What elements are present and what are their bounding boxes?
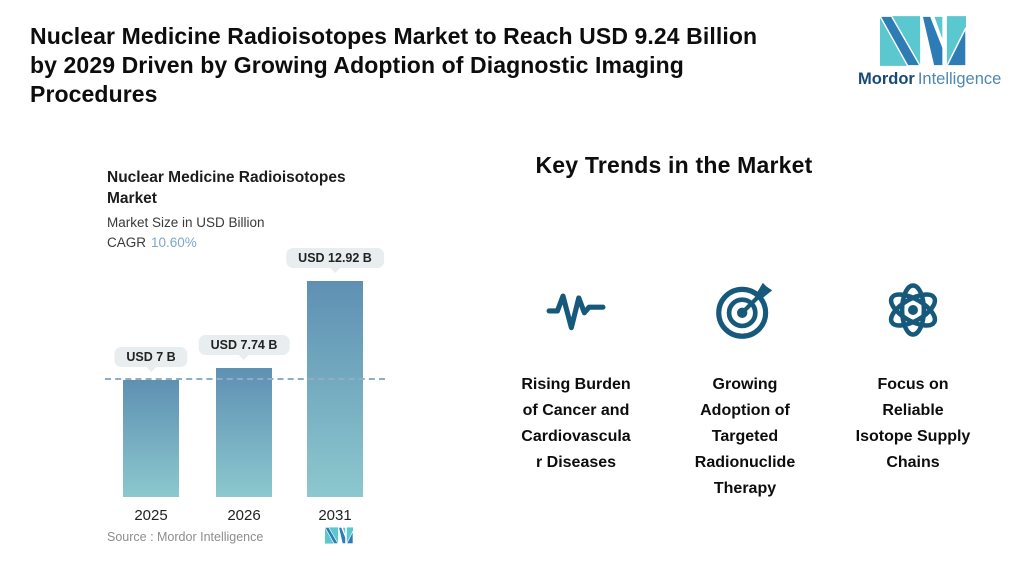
atom-icon	[833, 278, 993, 342]
brand-wordmark: Mordor Intelligence	[858, 70, 1001, 89]
mordor-logo-icon	[880, 16, 966, 66]
x-tick-2026: 2026	[227, 507, 261, 524]
bar-2031	[307, 281, 363, 497]
trend-label: Growing Adoption of Targeted Radionuclid…	[694, 376, 796, 497]
brand-name-bold: Mordor	[858, 70, 915, 88]
x-tick-2025: 2025	[134, 507, 168, 524]
x-tick-2031: 2031	[318, 507, 352, 524]
chart-cagr: CAGR 10.60%	[107, 235, 387, 250]
mordor-intelligence-logo: Mordor Intelligence	[858, 16, 1001, 89]
chart-subtitle: Market Size in USD Billion	[107, 215, 265, 230]
value-label-2025: USD 7 B	[114, 347, 188, 367]
value-label-2031: USD 12.92 B	[286, 248, 384, 268]
bar-plot: USD 7 B 2025 USD 7.74 B 2026 USD 12.92 B 2031	[105, 248, 385, 524]
chart-title: Nuclear Medicine Radioisotopes Market	[107, 169, 346, 207]
trend-item-isotope-supply: Focus on Reliable Isotope Supply Chains	[833, 278, 993, 476]
brand-name-light: Intelligence	[917, 70, 1002, 88]
chart-header: Nuclear Medicine Radioisotopes Market Ma…	[107, 167, 387, 250]
source-text: Source : Mordor Intelligence	[107, 530, 264, 544]
bar-2026	[216, 368, 272, 497]
trend-label: Rising Burden of Cancer and Cardiovascul…	[521, 376, 631, 471]
trend-label: Focus on Reliable Isotope Supply Chains	[855, 376, 971, 471]
cagr-value: 10.60%	[151, 235, 197, 250]
bar-2025	[123, 380, 179, 497]
mordor-mini-logo-icon	[325, 527, 353, 544]
trend-item-targeted-therapy: Growing Adoption of Targeted Radionuclid…	[665, 278, 825, 502]
cagr-label: CAGR	[107, 235, 147, 250]
reference-dashed-line	[105, 378, 385, 380]
value-label-2026: USD 7.74 B	[198, 335, 290, 355]
target-arrow-icon	[665, 278, 825, 342]
pulse-icon	[496, 278, 656, 342]
trends-heading: Key Trends in the Market	[535, 152, 813, 178]
page-title: Nuclear Medicine Radioisotopes Market to…	[30, 23, 758, 107]
trend-item-cancer-burden: Rising Burden of Cancer and Cardiovascul…	[496, 278, 656, 476]
